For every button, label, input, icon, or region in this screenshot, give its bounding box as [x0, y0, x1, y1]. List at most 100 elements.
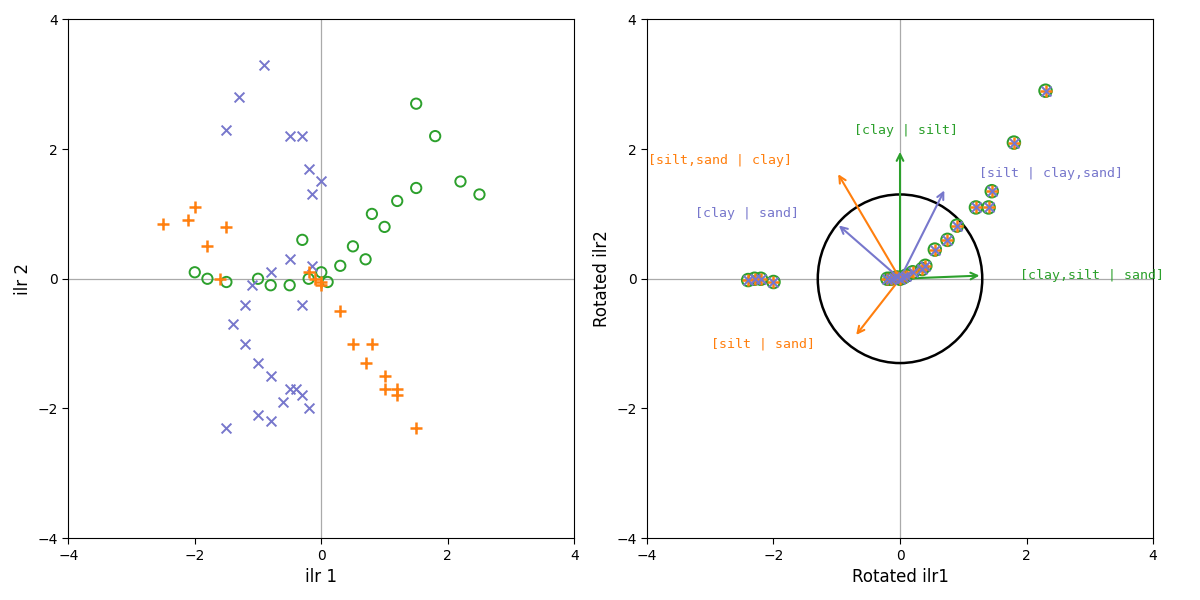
Point [881, 274, 900, 284]
Point [912, 264, 931, 274]
Point [982, 187, 1001, 196]
Point [254, 60, 274, 70]
Point [407, 99, 426, 109]
Point [318, 277, 337, 287]
Text: [silt,sand | clay]: [silt,sand | clay] [648, 154, 792, 167]
Point [388, 391, 407, 400]
Point [262, 371, 281, 381]
Point [947, 221, 966, 230]
Point [884, 274, 904, 283]
Text: [clay | sand]: [clay | sand] [695, 208, 799, 220]
Point [982, 187, 1001, 196]
Point [738, 275, 757, 285]
Text: [silt | sand]: [silt | sand] [710, 337, 815, 350]
X-axis label: Rotated ilr1: Rotated ilr1 [852, 568, 948, 586]
Point [343, 339, 362, 349]
Point [374, 222, 394, 232]
Point [979, 203, 998, 212]
Point [179, 215, 198, 225]
Point [979, 203, 998, 212]
Point [887, 272, 906, 282]
Point [966, 203, 985, 212]
Point [331, 307, 350, 316]
Point [312, 280, 331, 290]
Point [198, 242, 217, 251]
Point [356, 358, 376, 368]
Point [210, 274, 229, 284]
Point [217, 125, 236, 134]
Point [925, 245, 944, 254]
Point [764, 277, 784, 287]
Point [925, 245, 944, 254]
Point [262, 416, 281, 426]
Point [890, 274, 910, 284]
Point [302, 261, 322, 271]
Point [881, 274, 900, 284]
Point [312, 268, 331, 277]
Point [262, 280, 281, 290]
Point [890, 274, 910, 284]
Point [312, 277, 331, 287]
Point [299, 268, 318, 277]
Point [293, 300, 312, 310]
Point [745, 274, 764, 284]
Point [362, 339, 382, 349]
Point [912, 264, 931, 274]
Point [1036, 86, 1055, 95]
Point [904, 268, 923, 277]
Point [1036, 86, 1055, 95]
Point [248, 274, 268, 284]
Point [916, 261, 935, 271]
Point [877, 274, 896, 284]
Point [293, 391, 312, 400]
Point [407, 423, 426, 433]
Text: [silt | clay,sand]: [silt | clay,sand] [979, 167, 1123, 180]
Point [274, 397, 293, 407]
Point [374, 384, 394, 394]
Point [751, 274, 770, 284]
Point [916, 261, 935, 271]
Point [966, 203, 985, 212]
Point [235, 300, 254, 310]
Y-axis label: ilr 2: ilr 2 [14, 263, 32, 295]
Point [280, 384, 299, 394]
Point [356, 254, 376, 264]
Point [451, 176, 470, 186]
Point [1036, 86, 1055, 95]
Point [223, 319, 242, 329]
Point [280, 280, 299, 290]
Point [217, 222, 236, 232]
Point [343, 242, 362, 251]
Point [312, 176, 331, 186]
Point [242, 280, 262, 290]
Point [896, 271, 916, 280]
Point [1004, 138, 1024, 148]
Y-axis label: Rotated ilr2: Rotated ilr2 [593, 230, 611, 327]
Point [262, 268, 281, 277]
X-axis label: ilr 1: ilr 1 [305, 568, 337, 586]
Point [248, 410, 268, 420]
Point [890, 274, 910, 284]
Point [938, 235, 958, 245]
Point [884, 274, 904, 283]
Point [305, 274, 324, 284]
Point [751, 274, 770, 284]
Point [299, 164, 318, 173]
Point [916, 261, 935, 271]
Point [248, 358, 268, 368]
Point [904, 268, 923, 277]
Point [154, 219, 173, 229]
Point [198, 274, 217, 284]
Point [407, 183, 426, 193]
Point [388, 384, 407, 394]
Point [374, 371, 394, 381]
Point [938, 235, 958, 245]
Point [388, 196, 407, 206]
Point [280, 131, 299, 141]
Point [904, 268, 923, 277]
Point [217, 423, 236, 433]
Point [896, 271, 916, 280]
Point [362, 209, 382, 219]
Point [912, 264, 931, 274]
Point [887, 272, 906, 282]
